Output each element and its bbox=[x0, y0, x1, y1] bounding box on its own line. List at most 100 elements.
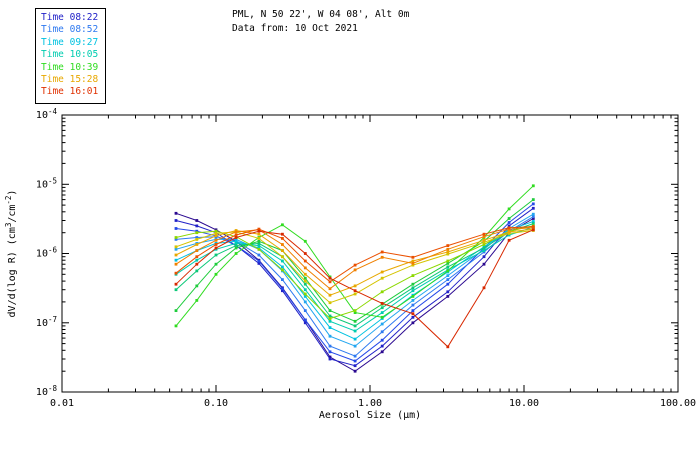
series-marker bbox=[411, 282, 415, 286]
series-marker bbox=[411, 274, 415, 277]
series-marker bbox=[303, 288, 307, 292]
series-marker bbox=[446, 244, 450, 247]
series-marker bbox=[234, 246, 238, 250]
series-marker bbox=[195, 299, 199, 302]
series-marker bbox=[507, 207, 511, 211]
series-marker bbox=[214, 228, 218, 232]
series-marker bbox=[507, 221, 511, 224]
series-marker bbox=[380, 302, 384, 305]
series-marker bbox=[446, 295, 450, 298]
series-marker bbox=[214, 234, 218, 238]
series-marker bbox=[303, 266, 307, 270]
series-marker bbox=[353, 344, 357, 348]
series-marker bbox=[174, 282, 178, 286]
x-axis-label: Aerosol Size (μm) bbox=[319, 410, 421, 421]
series-marker bbox=[234, 233, 238, 237]
series-marker bbox=[353, 369, 357, 373]
series-marker bbox=[281, 278, 284, 281]
series-marker bbox=[214, 229, 218, 233]
series-marker bbox=[446, 278, 450, 281]
series-marker bbox=[257, 247, 261, 251]
series-marker bbox=[380, 270, 384, 274]
series-marker bbox=[214, 272, 218, 276]
series-marker bbox=[257, 232, 261, 236]
series-marker bbox=[257, 237, 261, 240]
x-tick-label: 1.00 bbox=[358, 398, 382, 409]
series-marker bbox=[257, 229, 261, 233]
series-marker bbox=[257, 227, 261, 231]
series-marker bbox=[507, 233, 511, 237]
series-marker bbox=[174, 309, 178, 312]
series-marker bbox=[303, 282, 307, 286]
series-marker bbox=[328, 293, 332, 297]
series-marker bbox=[214, 232, 218, 235]
series-marker bbox=[411, 315, 415, 319]
series-marker bbox=[446, 250, 450, 254]
legend-item: Time 09:27 bbox=[41, 36, 99, 48]
series-marker bbox=[507, 238, 511, 242]
series-marker bbox=[380, 330, 384, 334]
series-marker bbox=[353, 289, 357, 293]
series-marker bbox=[531, 206, 535, 210]
series-marker bbox=[328, 326, 332, 329]
series-marker bbox=[174, 271, 178, 275]
series-marker bbox=[411, 255, 415, 259]
series-marker bbox=[446, 290, 450, 294]
series-marker bbox=[446, 262, 450, 265]
series-marker bbox=[281, 259, 284, 263]
series-marker bbox=[214, 262, 218, 266]
series-marker bbox=[353, 309, 357, 312]
series-marker bbox=[482, 255, 486, 259]
series-line bbox=[175, 212, 534, 372]
series-marker bbox=[411, 312, 415, 316]
y-tick-label: 10-6 bbox=[36, 246, 58, 260]
y-tick-label: 10-5 bbox=[36, 176, 57, 190]
series-marker bbox=[353, 268, 357, 272]
series-marker bbox=[328, 334, 332, 338]
series-marker bbox=[303, 292, 307, 296]
series-marker bbox=[281, 289, 284, 293]
series-marker bbox=[380, 306, 384, 310]
series-marker bbox=[531, 225, 535, 228]
series-marker bbox=[174, 288, 178, 292]
legend-item: Time 10:05 bbox=[41, 49, 99, 61]
series-marker bbox=[174, 324, 178, 328]
series-marker bbox=[195, 243, 199, 246]
series-marker bbox=[411, 303, 415, 307]
series-marker bbox=[195, 231, 199, 235]
series-marker bbox=[531, 215, 535, 219]
series-marker bbox=[482, 238, 486, 242]
series-marker bbox=[195, 236, 199, 239]
series-marker bbox=[446, 247, 450, 251]
series-marker bbox=[482, 232, 486, 236]
series-marker bbox=[380, 344, 384, 348]
series-marker bbox=[328, 355, 332, 359]
series-marker bbox=[281, 237, 284, 240]
series-marker bbox=[281, 265, 284, 269]
series-marker bbox=[234, 239, 238, 243]
series-marker bbox=[353, 311, 357, 314]
series-marker bbox=[195, 255, 199, 259]
series-marker bbox=[380, 315, 384, 319]
series-marker bbox=[234, 238, 238, 241]
series-marker bbox=[353, 263, 357, 267]
series-marker bbox=[353, 364, 357, 368]
series-marker bbox=[174, 219, 178, 222]
series-marker bbox=[482, 246, 486, 250]
series-marker bbox=[214, 253, 218, 257]
legend-item: Time 10:39 bbox=[41, 61, 99, 73]
series-marker bbox=[174, 247, 178, 251]
series-marker bbox=[446, 274, 450, 277]
series-marker bbox=[353, 337, 357, 341]
series-marker bbox=[174, 238, 178, 241]
series-marker bbox=[531, 217, 535, 220]
series-marker bbox=[446, 265, 450, 269]
series-marker bbox=[174, 245, 178, 249]
series-marker bbox=[257, 242, 261, 245]
series-marker bbox=[531, 220, 535, 223]
series-marker bbox=[234, 236, 238, 239]
series-marker bbox=[174, 236, 178, 239]
series-marker bbox=[507, 230, 511, 234]
series-marker bbox=[446, 345, 450, 349]
series-marker bbox=[380, 276, 384, 280]
